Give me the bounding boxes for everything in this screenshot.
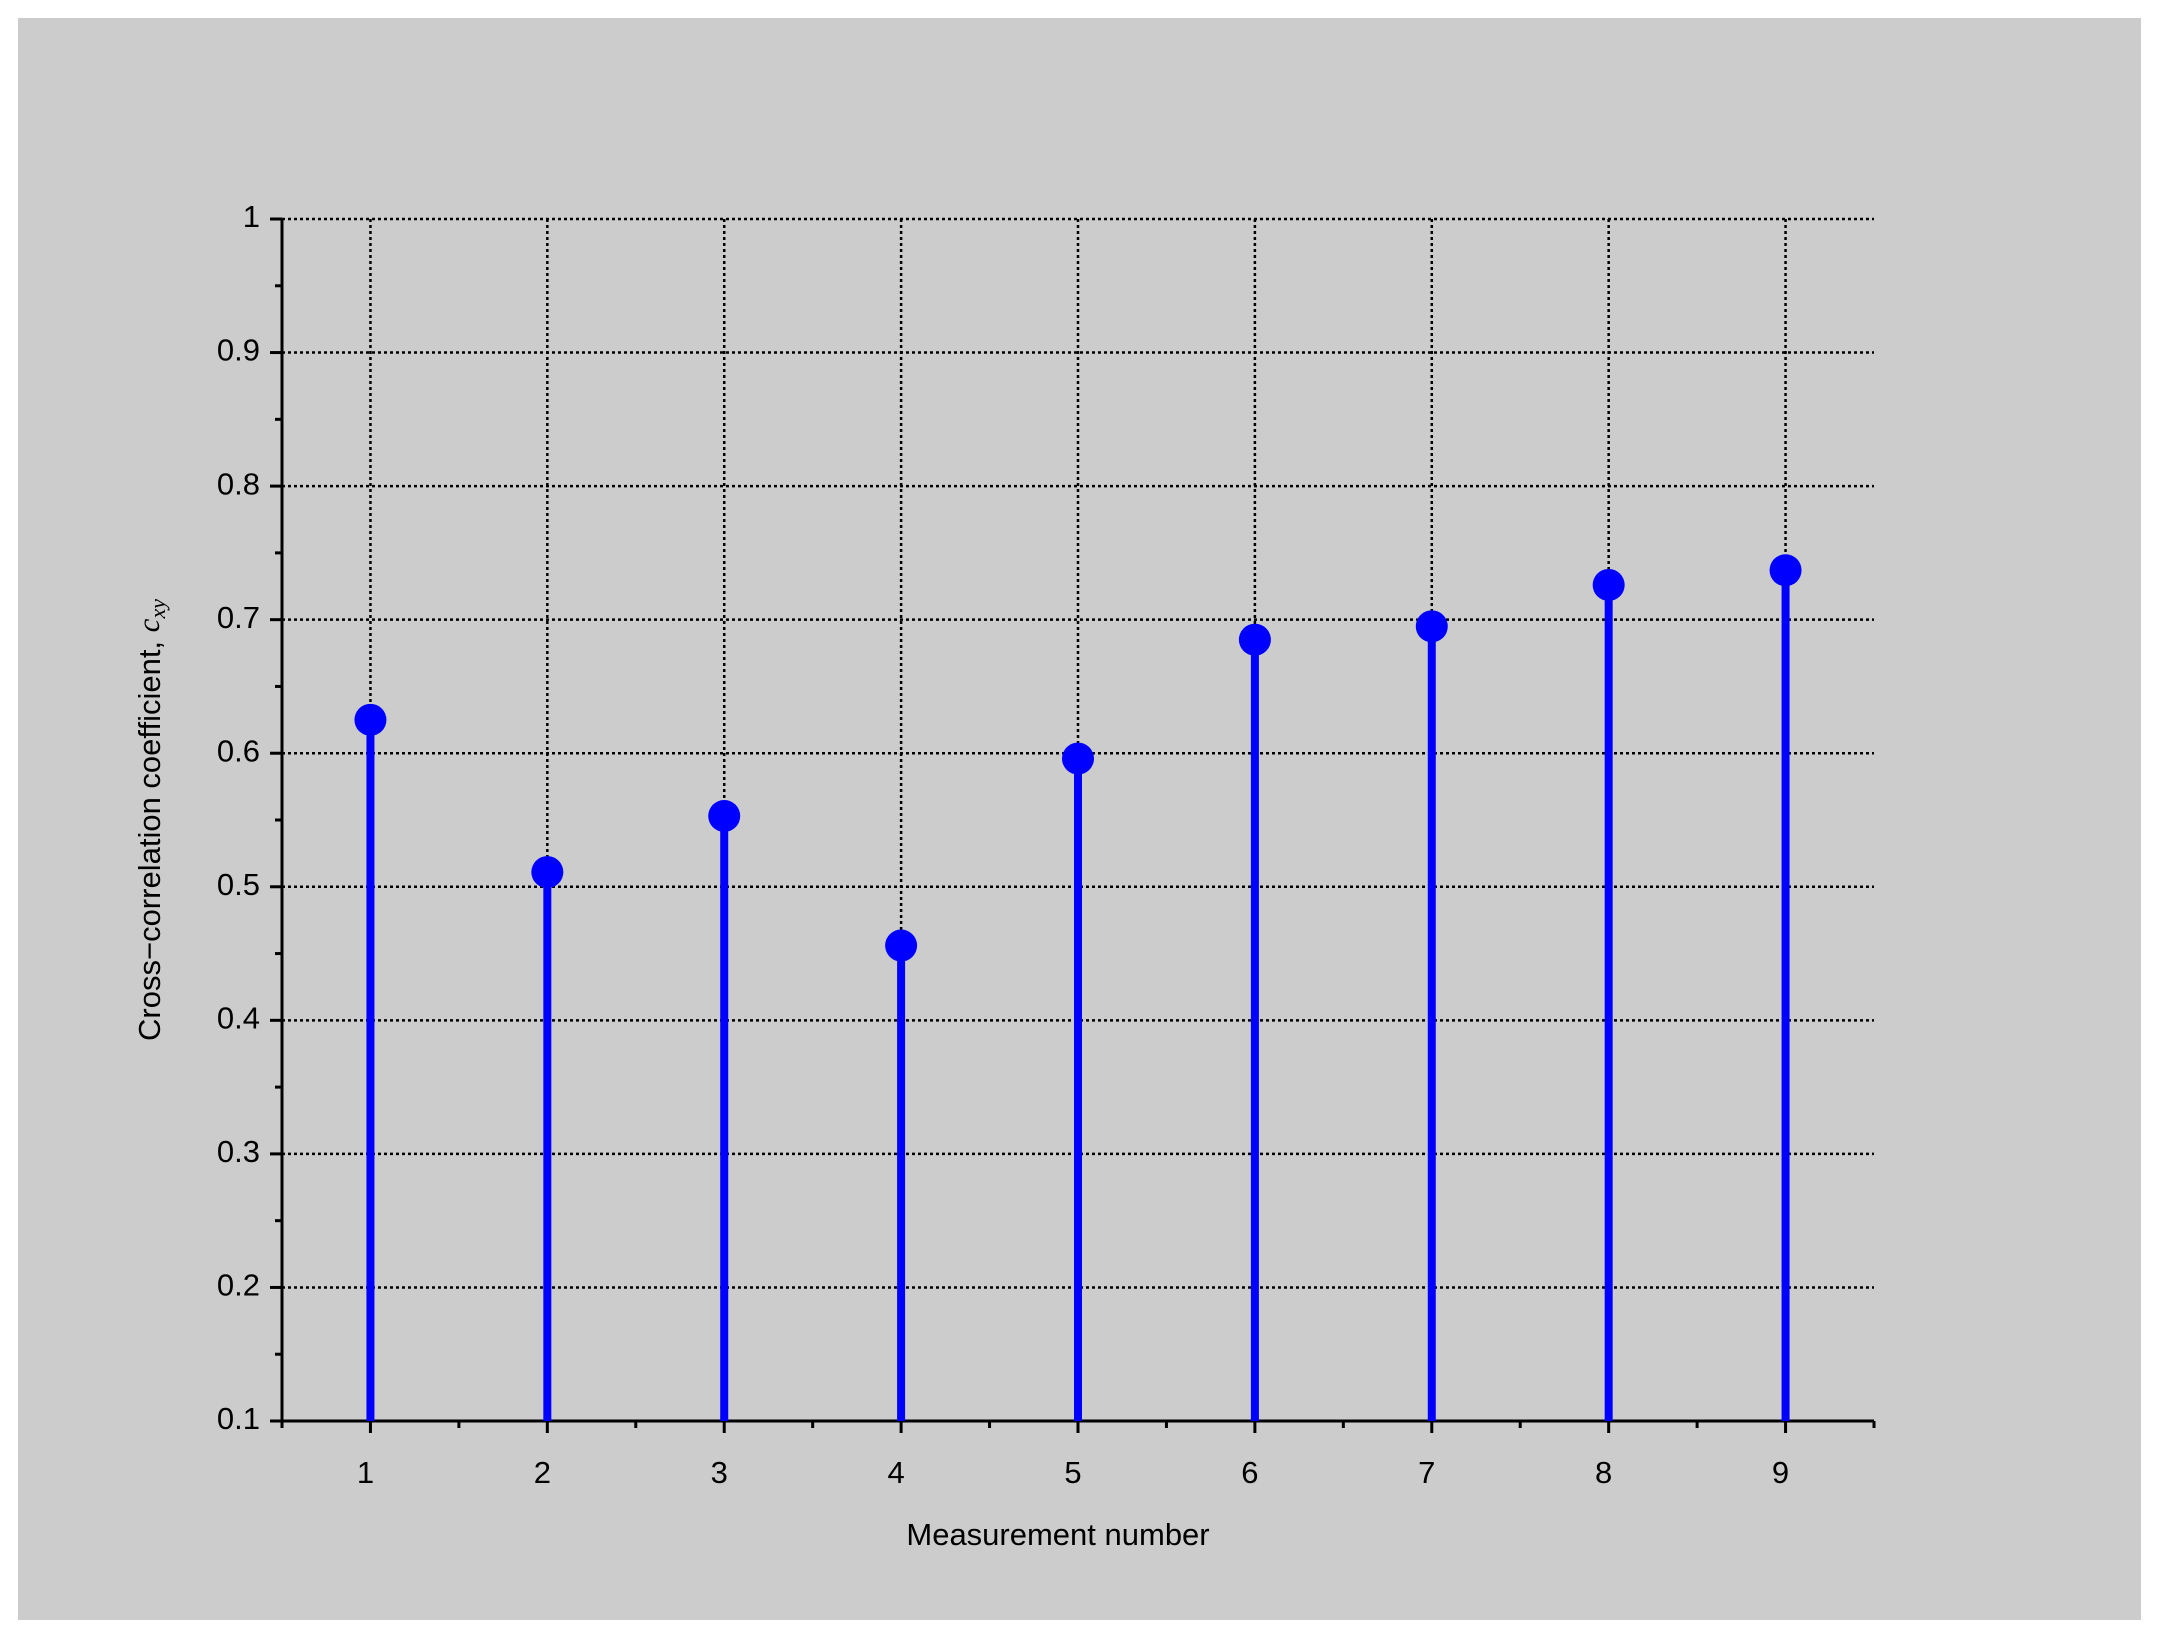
stem-marker	[1415, 610, 1448, 643]
y-tick-label: 0.4	[217, 1001, 260, 1036]
stem-marker	[1769, 554, 1802, 587]
stem-marker	[354, 703, 387, 736]
x-tick-label: 1	[357, 1455, 374, 1490]
x-tick-label: 4	[887, 1455, 904, 1490]
y-tick-label: 0.8	[217, 466, 260, 501]
x-tick-label: 2	[534, 1455, 551, 1490]
stem-marker	[531, 856, 564, 889]
stem-marker	[1062, 742, 1094, 775]
y-axis-label-group: Cross−correlation coefficient, cxy	[131, 599, 170, 1041]
stem-marker	[885, 929, 918, 962]
x-tick-label: 3	[711, 1455, 728, 1490]
x-tick-label: 8	[1595, 1455, 1612, 1490]
y-axis-label-text: Cross−correlation coefficient,	[132, 641, 167, 1041]
x-tick-label: 7	[1418, 1455, 1435, 1490]
y-axis-subscript: xy	[145, 599, 170, 620]
stem-marker	[1238, 623, 1271, 656]
x-axis-label: Measurement number	[906, 1517, 1209, 1552]
stem-marker	[1592, 568, 1625, 601]
x-tick-label: 9	[1772, 1455, 1789, 1490]
y-tick-label: 0.6	[217, 733, 260, 768]
y-axis-symbol: c	[131, 618, 166, 632]
x-tick-label: 5	[1064, 1455, 1081, 1490]
y-axis-label: Cross−correlation coefficient, cxy	[131, 599, 170, 1041]
x-tick-label: 6	[1241, 1455, 1258, 1490]
y-tick-label: 1	[243, 199, 260, 234]
y-tick-label: 0.2	[217, 1268, 260, 1303]
y-tick-label: 0.5	[217, 867, 260, 902]
y-tick-label: 0.7	[217, 600, 260, 635]
stem-marker	[708, 799, 741, 832]
y-tick-label: 0.9	[217, 333, 260, 368]
y-tick-label: 0.3	[217, 1134, 260, 1169]
y-tick-label: 0.1	[217, 1401, 260, 1436]
